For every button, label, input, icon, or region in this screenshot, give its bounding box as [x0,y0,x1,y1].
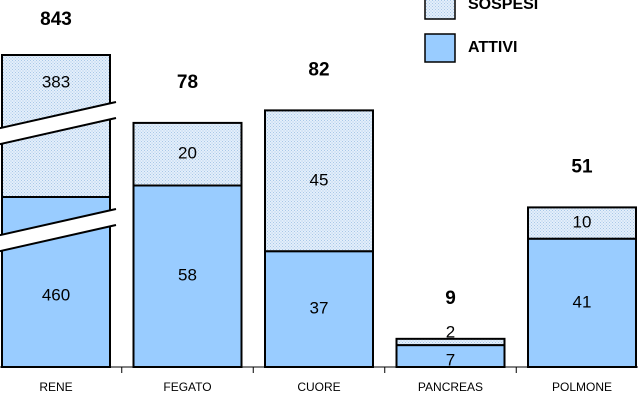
bar-segment [527,237,637,368]
x-tick-label: RENE [39,380,72,394]
segment-label: 45 [310,170,329,189]
axis-break [0,102,116,145]
bar-segment [527,206,637,240]
legend-label: ATTIVI [468,39,517,56]
axis-break [0,117,117,146]
legend-swatch [424,0,456,20]
segment-label: 41 [573,292,592,311]
axis-break [0,209,116,252]
x-tick-label: CUORE [297,380,340,394]
bar-segment [132,184,243,368]
segment-label: 7 [446,350,455,369]
segment-label: 37 [310,299,329,318]
axis-break [0,224,117,253]
bar-segment [264,250,374,368]
bar-segment [132,121,243,187]
bar-segment [395,337,506,347]
segment-label: 58 [178,266,197,285]
x-tick-label: PANCREAS [418,380,483,394]
segment-label: 10 [573,213,592,232]
total-label: 843 [40,9,72,30]
total-label: 82 [308,59,329,80]
legend-label: SOSPESI [468,0,538,13]
segment-label: 2 [446,322,455,341]
segment-label: 20 [178,144,197,163]
bar-segment [264,109,374,253]
segment-label: 383 [42,72,70,91]
total-label: 51 [571,156,593,177]
axis-break [0,101,117,130]
x-tick-label: FEGATO [163,380,211,394]
legend-swatch [424,33,456,63]
axis-break [0,208,117,237]
segment-label: 460 [42,285,70,304]
total-label: 78 [177,72,198,93]
x-tick-label: POLMONE [552,380,612,394]
total-label: 9 [445,288,456,309]
